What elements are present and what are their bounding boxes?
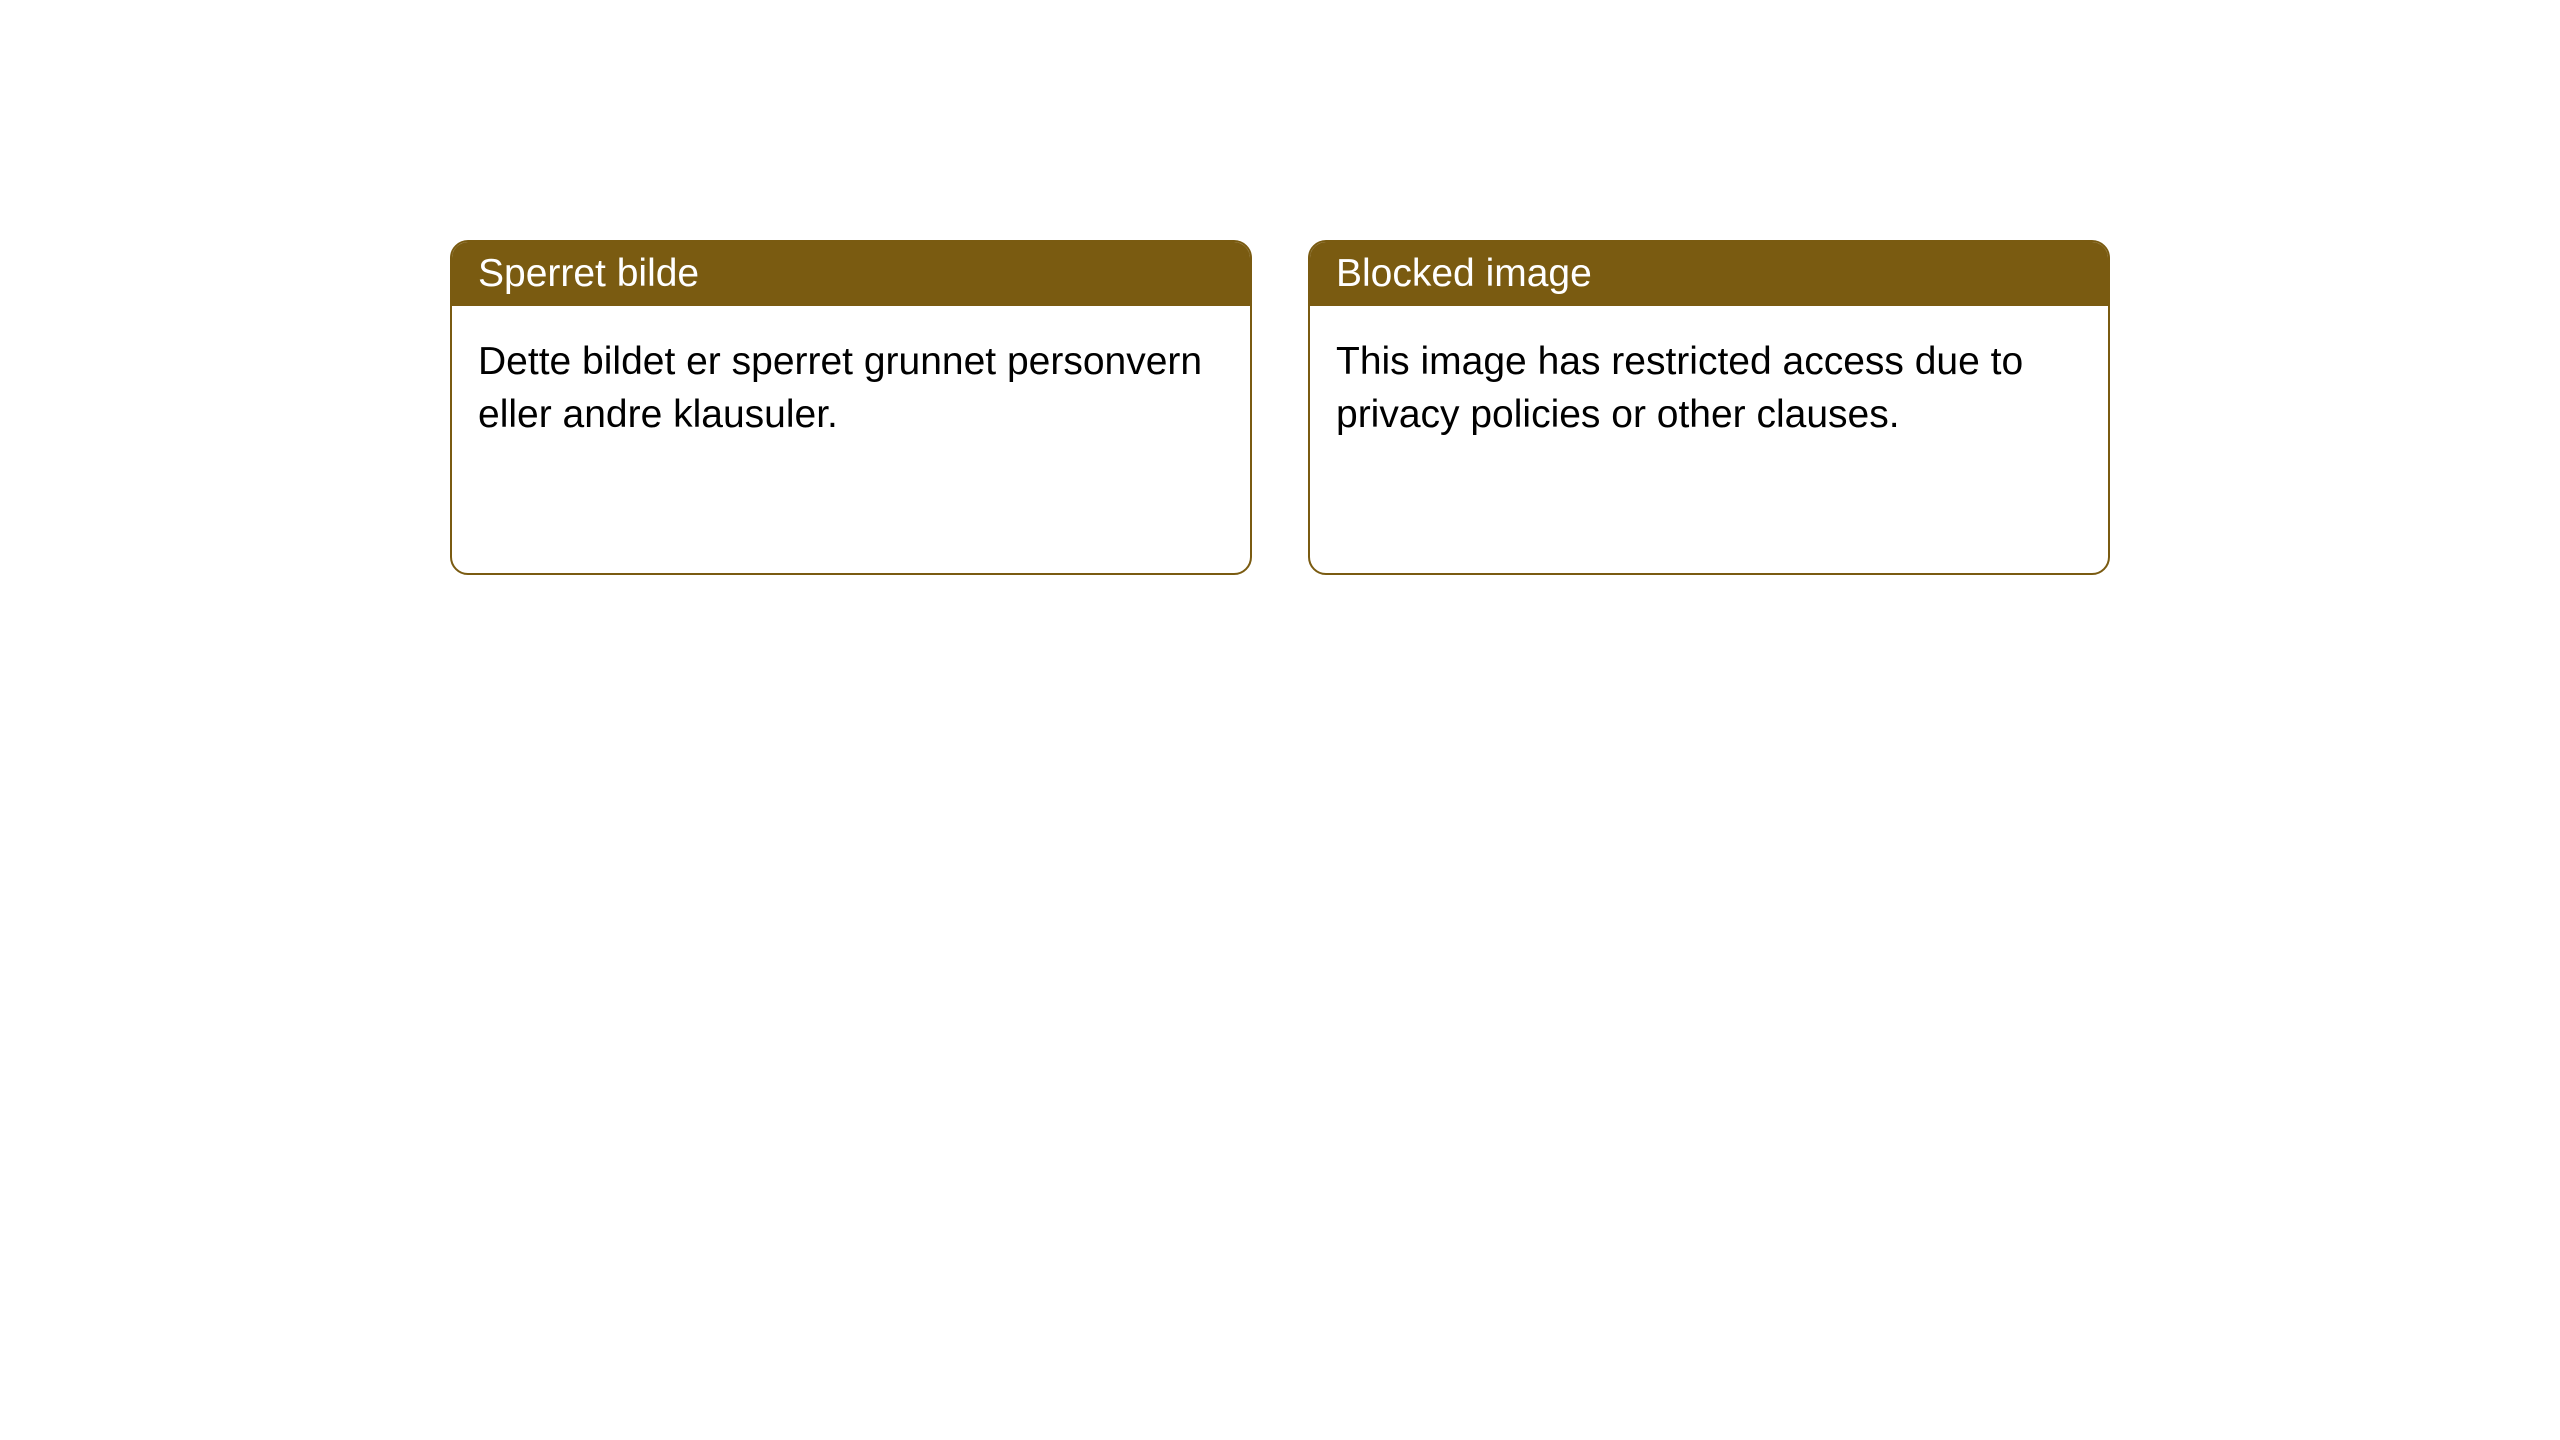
notice-card-english: Blocked image This image has restricted … [1308,240,2110,575]
notice-card-message: Dette bildet er sperret grunnet personve… [478,340,1202,436]
notice-card-title: Sperret bilde [478,252,699,295]
notice-card-norwegian: Sperret bilde Dette bildet er sperret gr… [450,240,1252,575]
notice-card-header: Sperret bilde [452,242,1250,306]
notice-card-body: Dette bildet er sperret grunnet personve… [452,306,1250,471]
notice-card-header: Blocked image [1310,242,2108,306]
notice-card-body: This image has restricted access due to … [1310,306,2108,471]
notice-card-title: Blocked image [1336,252,1592,295]
notice-cards-container: Sperret bilde Dette bildet er sperret gr… [0,0,2560,575]
notice-card-message: This image has restricted access due to … [1336,340,2023,436]
